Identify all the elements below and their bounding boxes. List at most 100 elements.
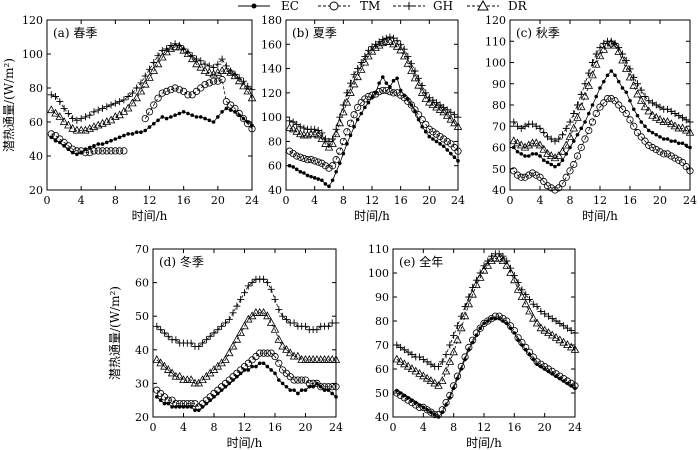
panel-e-ec-point-0 [395,389,399,393]
panel-a-ec-point-12 [101,142,105,146]
panel-d-ec-point-36 [292,388,296,392]
panel-c-ytick-label-8: 120 [485,14,506,27]
panel-c-dr-point-7 [536,141,543,148]
panel-a-ec-point-33 [190,113,194,117]
panel-c-ec-point-38 [654,133,658,137]
panel-a-ec-point-19 [131,132,135,136]
panel-b-ec-point-4 [302,171,306,175]
panel-c-ec-point-39 [658,135,662,139]
panel-e-dr-point-6 [416,370,423,377]
panel-c-ec-point-20 [587,112,591,116]
panel-b-ec-point-5 [306,174,310,178]
panel-a-ytick-label-2: 60 [29,116,43,129]
panel-b-ec-point-0 [288,164,292,168]
figure: EC TM GH DR 0 4 8 12 16 20 2420406080100120(a)… [0,0,700,450]
panel-a-xtick-label-5: 20 [211,194,225,207]
panel-c-title: (c) 秋季 [516,26,560,40]
panel-b-xtick-label-1: 4 [311,194,318,207]
panel-a-ytick-label-1: 40 [29,150,43,163]
panel-a-ec-point-37 [207,119,211,123]
panel-a-ec-point-15 [114,137,118,141]
panel-c-ytick-label-0: 40 [492,184,506,197]
legend-gh-marker [405,2,413,10]
panel-e-gh-point-11 [435,363,442,370]
panel-d-gh-line [157,279,336,346]
panel-d-dr-point-43 [317,356,324,363]
panel-a-ec-point-21 [139,130,143,134]
panel-d-dr-point-8 [184,376,191,383]
panel-a-ytick-label-0: 20 [29,184,43,197]
panel-b-tm-point-18 [351,112,357,118]
panel-d-dr-point-19 [226,349,233,356]
panel-a-ec-point-9 [88,146,92,150]
panel-a-gh-point-6 [73,117,80,124]
panel-b-ec-point-30 [395,76,399,80]
panel-e-ec-point-13 [444,403,448,407]
panel-a-ec-point-28 [169,115,173,119]
panel-d-ec-point-27 [258,361,262,365]
panel-c-ec-point-24 [602,80,606,84]
panel-c-xlabel: 时间/h [582,209,618,223]
panel-c-xtick-label-2: 8 [567,194,574,207]
panel-b-ytick-label-1: 60 [268,160,282,173]
panel-d-ec-point-31 [273,372,277,376]
panel-e-ytick-label-3: 70 [375,339,389,352]
panel-c-ec-point-41 [666,137,670,141]
panel-a-ytick-label-3: 80 [29,82,43,95]
panel-a-frame [47,20,252,190]
panel-a-gh-point-12 [99,105,106,112]
panel-b-tm-point-15 [340,138,346,144]
panel-b-title: (b) 夏季 [292,26,337,40]
panel-c-tm-point-39 [657,149,663,155]
panel-a-dr-point-23 [146,74,153,81]
panel-d-gh-point-45 [325,323,332,330]
panel-d-dr-point-41 [310,356,317,363]
panel-b-ec-point-43 [442,144,446,148]
panel-a-ec-point-40 [220,110,224,114]
panel-a-gh-point-0 [48,91,55,98]
panel-c-gh-point-15 [567,119,574,126]
panel-d-ec-point-46 [330,392,334,396]
panel-d-dr-line [157,313,336,384]
panel-e-xtick-label-4: 16 [507,421,521,434]
panel-c-ytick-label-4: 80 [492,99,506,112]
panel-d-gh-point-30 [268,286,275,293]
panel-c-gh-point-14 [563,125,570,132]
panel-a-ec-point-34 [195,115,199,119]
panel-d-xtick-label-6: 24 [329,421,343,434]
panel-b-xlabel: 时间/h [354,209,390,223]
panel-d-tm-point-24 [245,360,251,366]
panel-d-dr-point-42 [313,356,320,363]
panel-c-ec-point-25 [606,73,610,77]
panel-c-dr-point-22 [593,61,600,68]
panel-c-ec-point-9 [546,161,550,165]
panel-c-dr-point-5 [529,139,536,146]
panel-a-gh-point-23 [146,66,153,73]
panel-a-gh-point-15 [112,100,119,107]
panel-a-ylabel: 潜热通量/(W/m²) [2,58,16,152]
panel-c-ec-point-33 [636,114,640,118]
panel-e-ytick-label-4: 80 [375,315,389,328]
panel-b-gh-line [290,37,458,141]
panel-b-ec-point-13 [334,170,338,174]
panel-c-ec-point-21 [591,103,595,107]
panel-a-ec-point-26 [161,115,165,119]
panel-c-ec-point-2 [519,152,523,156]
panel-c-tm-point-16 [571,161,577,167]
panel-c-ec-point-47 [688,146,692,150]
legend-tm-label: TM [360,0,380,13]
panel-d-dr-point-27 [256,309,263,316]
panel-a-dr-point-20 [133,94,140,101]
panel-c-ec-point-3 [523,154,527,158]
panel-c-tm-point-33 [634,129,640,135]
panel-d-dr-point-40 [306,356,313,363]
panel-a-tm-point-23 [146,109,152,115]
panel-d-tm-point-25 [249,357,255,363]
panel-c-dr-point-3 [521,144,528,151]
panel-a-title: (a) 春季 [53,26,97,40]
panel-b-xtick-label-2: 8 [340,194,347,207]
panel-c-xtick-label-6: 24 [683,194,697,207]
panel-d-ec-point-26 [254,365,258,369]
panel-e-dr-point-36 [530,315,537,322]
